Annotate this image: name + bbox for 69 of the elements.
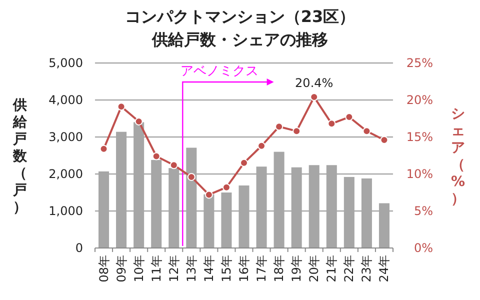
x-tick-label: 10年 (132, 255, 146, 282)
y-tick-label: 3,000 (48, 130, 83, 144)
bar (98, 171, 110, 248)
point (362, 127, 371, 136)
bar (204, 194, 214, 248)
point (117, 102, 126, 111)
point (240, 158, 248, 167)
point (275, 122, 284, 131)
bar (291, 167, 302, 248)
x-tick-label: 24年 (377, 255, 392, 282)
x-tick-label: 12年 (166, 255, 181, 282)
y-axis-title: 供給戸数（戸） (12, 98, 28, 216)
bar (326, 165, 337, 248)
point (222, 183, 230, 192)
point (310, 93, 318, 102)
point (258, 142, 266, 150)
x-tick-label: 22年 (342, 255, 356, 282)
x-tick-label: 11年 (149, 255, 164, 282)
x-tick-label: 23年 (360, 255, 374, 282)
x-tick-label: 15年 (219, 255, 234, 282)
bar (221, 192, 232, 248)
bar (361, 178, 372, 248)
y-tick-label: 2,000 (48, 167, 83, 181)
bar (344, 176, 354, 248)
bar (378, 203, 390, 248)
y2-tick-label: 25% (406, 56, 433, 70)
chart-subtitle: 供給戸数・シェアの推移 (151, 30, 328, 49)
point (328, 120, 336, 128)
y2-tick-label: 15% (406, 130, 433, 144)
point (134, 117, 143, 126)
point (100, 144, 108, 153)
point (345, 113, 354, 122)
y-tick-label: 5,000 (48, 56, 83, 70)
point (380, 136, 388, 144)
y2-tick-label: 20% (406, 93, 433, 107)
y-tick-label: 0 (75, 241, 83, 255)
y2-axis-title: シェア（%） (450, 106, 466, 207)
bar (274, 152, 284, 248)
data-label: 20.4% (295, 76, 334, 90)
x-tick-label: 21年 (324, 255, 339, 282)
x-tick-label: 09年 (114, 255, 128, 282)
x-tick-label: 08年 (96, 255, 111, 282)
annotation: アベノミクス (180, 64, 259, 79)
bar (168, 168, 180, 248)
x-tick-label: 16年 (237, 255, 251, 282)
point (204, 190, 213, 199)
y-tick-label: 4,000 (48, 93, 83, 107)
point (187, 172, 196, 181)
chart-title: コンパクトマンション（23区） (124, 7, 356, 26)
y-tick-label: 1,000 (48, 204, 83, 218)
bar (256, 166, 267, 248)
bar (151, 160, 162, 248)
bar (238, 185, 250, 248)
x-tick-label: 18年 (272, 255, 286, 282)
point (170, 161, 178, 170)
bar (116, 132, 127, 248)
point (152, 152, 160, 160)
y2-tick-label: 5% (414, 204, 433, 218)
bar (308, 165, 320, 248)
bar (134, 122, 144, 248)
bar (186, 148, 197, 248)
x-tick-label: 13年 (184, 255, 198, 282)
y2-tick-label: 0% (414, 241, 433, 255)
x-tick-label: 20年 (307, 255, 322, 282)
x-tick-label: 14年 (202, 255, 216, 282)
y2-tick-label: 10% (406, 167, 433, 181)
point (292, 127, 301, 136)
x-tick-label: 19年 (290, 255, 304, 282)
x-tick-label: 17年 (254, 255, 269, 282)
